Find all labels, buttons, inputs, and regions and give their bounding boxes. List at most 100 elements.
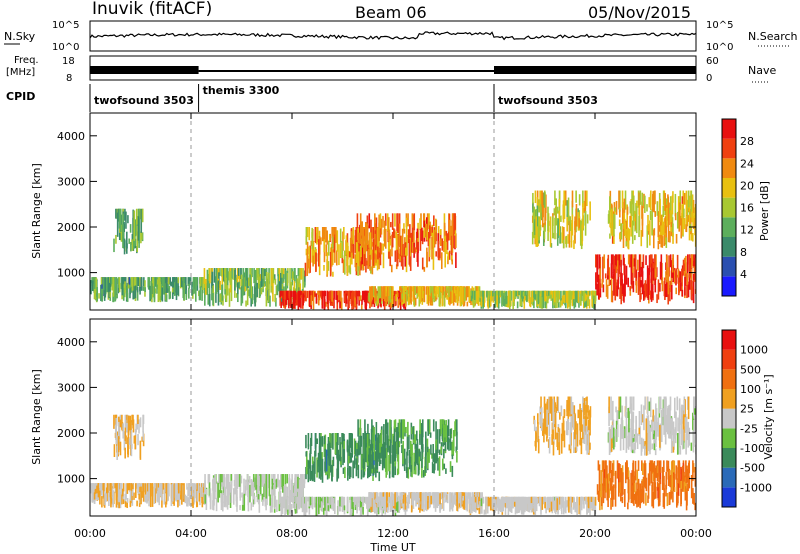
echo-mark xyxy=(305,434,307,449)
echo-mark xyxy=(679,445,682,455)
echo-mark xyxy=(324,290,327,297)
echo-mark xyxy=(294,479,297,497)
echo-mark xyxy=(386,425,389,446)
echo-mark xyxy=(162,277,164,293)
echo-mark xyxy=(587,496,590,509)
echo-mark xyxy=(681,404,683,422)
echo-mark xyxy=(531,290,534,302)
echo-mark xyxy=(212,479,214,491)
echo-mark xyxy=(615,200,618,215)
echo-mark xyxy=(218,489,221,498)
echo-mark xyxy=(439,229,442,245)
echo-mark xyxy=(290,481,293,498)
echo-mark xyxy=(281,283,284,289)
echo-mark xyxy=(384,459,387,472)
echo-mark xyxy=(562,416,565,432)
echo-mark xyxy=(156,277,158,294)
echo-mark xyxy=(538,229,540,241)
echo-mark xyxy=(471,496,473,514)
echo-mark xyxy=(634,214,636,232)
echo-mark xyxy=(177,278,179,296)
echo-mark xyxy=(433,492,436,503)
echo-mark xyxy=(254,269,257,288)
echo-mark xyxy=(632,396,635,411)
echo-mark xyxy=(631,220,634,244)
echo-mark xyxy=(680,218,683,239)
echo-mark xyxy=(245,300,247,307)
echo-mark xyxy=(387,234,390,259)
echo-mark xyxy=(649,220,651,246)
echo-mark xyxy=(280,474,282,490)
echo-mark xyxy=(486,290,488,298)
echo-mark xyxy=(552,403,554,430)
echo-mark xyxy=(653,433,655,440)
colorbar-swatch xyxy=(722,256,736,277)
echo-mark xyxy=(268,474,271,497)
echo-mark xyxy=(133,277,136,287)
echo-mark xyxy=(304,290,307,301)
echo-mark xyxy=(615,420,618,442)
echo-mark xyxy=(571,214,574,236)
echo-mark xyxy=(549,496,552,502)
echo-mark xyxy=(189,483,192,497)
echo-mark xyxy=(181,483,183,505)
echo-mark xyxy=(534,235,537,245)
echo-mark xyxy=(443,463,446,470)
echo-mark xyxy=(286,496,289,510)
echo-mark xyxy=(620,223,623,240)
echo-mark xyxy=(308,290,311,308)
echo-mark xyxy=(250,273,252,298)
echo-mark xyxy=(466,497,469,504)
echo-mark xyxy=(280,301,282,309)
echo-mark xyxy=(655,421,657,448)
echo-mark xyxy=(318,292,321,301)
echo-mark xyxy=(645,418,648,445)
echo-mark xyxy=(433,453,436,471)
echo-mark xyxy=(625,220,628,230)
echo-mark xyxy=(623,198,626,213)
echo-mark xyxy=(443,448,445,459)
echo-mark xyxy=(206,283,208,294)
echo-mark xyxy=(252,482,254,496)
echo-mark xyxy=(571,496,574,503)
echo-mark xyxy=(370,219,372,239)
echo-mark xyxy=(534,209,536,231)
echo-mark xyxy=(692,233,694,242)
echo-mark xyxy=(426,226,428,240)
echo-mark xyxy=(562,496,564,507)
echo-mark xyxy=(543,418,545,443)
echo-mark xyxy=(500,497,503,509)
echo-mark xyxy=(685,416,688,435)
echo-mark xyxy=(552,216,554,239)
echo-mark xyxy=(121,414,123,430)
echo-mark xyxy=(416,438,419,466)
echo-mark xyxy=(230,278,233,302)
echo-mark xyxy=(546,436,548,442)
echo-mark xyxy=(238,281,241,289)
echo-mark xyxy=(180,494,182,500)
echo-mark xyxy=(269,295,271,307)
echo-mark xyxy=(417,463,420,476)
echo-mark xyxy=(358,496,360,503)
echo-mark xyxy=(533,290,535,309)
echo-mark xyxy=(667,196,670,220)
echo-mark xyxy=(422,286,424,299)
echo-mark xyxy=(395,496,398,511)
echo-mark xyxy=(620,467,623,496)
echo-mark xyxy=(566,500,569,508)
echo-mark xyxy=(202,277,204,291)
echo-mark xyxy=(578,194,581,206)
echo-mark xyxy=(300,290,302,309)
echo-mark xyxy=(368,433,370,444)
echo-mark xyxy=(556,290,558,309)
echo-mark xyxy=(657,417,660,437)
echo-mark xyxy=(355,227,358,244)
echo-mark xyxy=(685,190,688,215)
echo-mark xyxy=(191,483,194,497)
echo-mark xyxy=(256,268,258,281)
echo-mark xyxy=(116,293,118,299)
echo-mark xyxy=(455,233,457,248)
echo-mark xyxy=(277,474,279,488)
echo-mark xyxy=(440,503,443,510)
echo-mark xyxy=(305,248,308,256)
